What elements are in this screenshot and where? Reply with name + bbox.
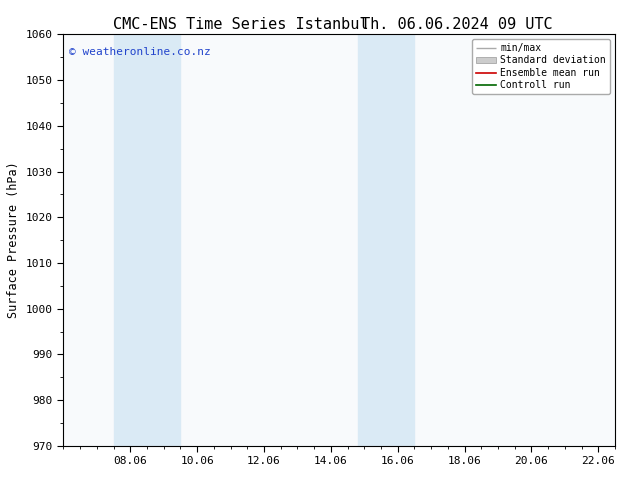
Y-axis label: Surface Pressure (hPa): Surface Pressure (hPa)	[8, 162, 20, 318]
Bar	[358, 34, 415, 446]
Text: Th. 06.06.2024 09 UTC: Th. 06.06.2024 09 UTC	[361, 17, 552, 32]
Legend: min/max, Standard deviation, Ensemble mean run, Controll run: min/max, Standard deviation, Ensemble me…	[472, 39, 610, 94]
Bar	[113, 34, 181, 446]
Text: CMC-ENS Time Series Istanbul: CMC-ENS Time Series Istanbul	[113, 17, 368, 32]
Text: © weatheronline.co.nz: © weatheronline.co.nz	[69, 47, 210, 57]
